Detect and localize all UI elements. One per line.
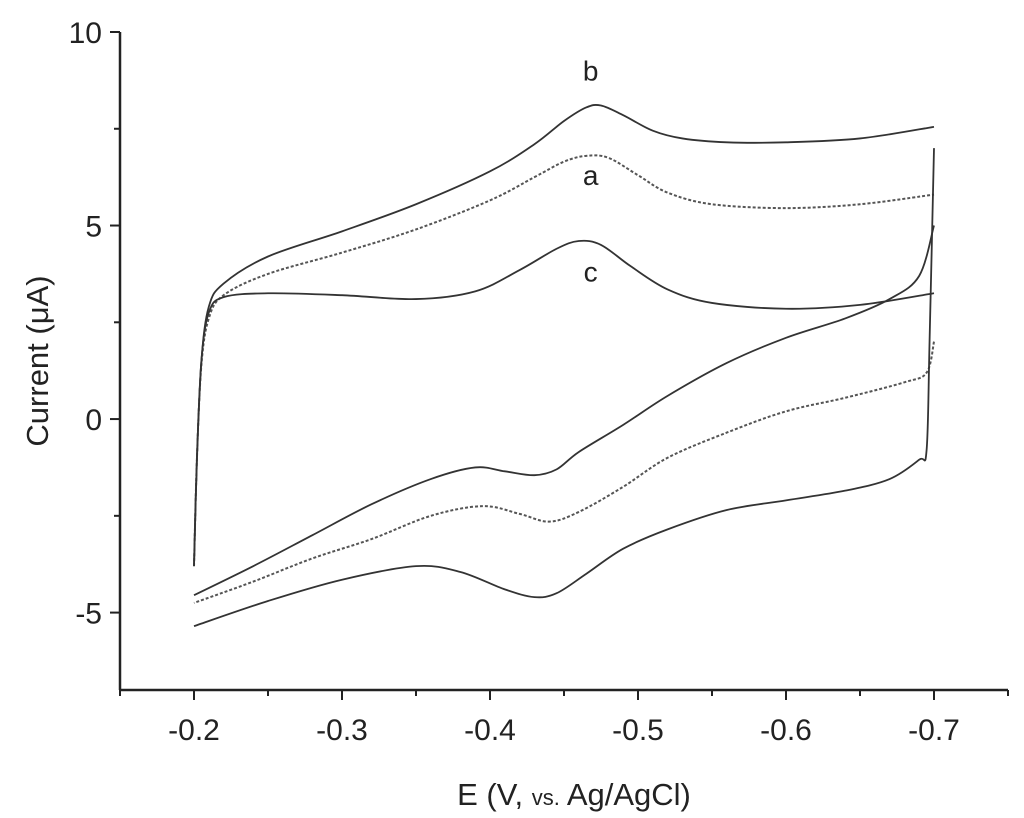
x-tick-label: -0.2	[168, 714, 220, 747]
x-axis-title-small: vs.	[532, 785, 560, 810]
x-axis-title-suffix: Ag/AgCl)	[567, 777, 691, 812]
curve-a-forward-scan	[193, 154, 935, 567]
y-tick-label: 10	[69, 17, 102, 50]
x-tick-label: -0.7	[908, 714, 960, 747]
x-axis-title-prefix: E (V,	[457, 777, 523, 812]
labels-layer: b a c	[583, 55, 599, 287]
curve-b-reverse-scan	[193, 225, 935, 596]
x-tick-label: -0.5	[612, 714, 664, 747]
y-axis-title: Current (μA)	[20, 275, 55, 446]
x-tick-label: -0.3	[316, 714, 368, 747]
x-tick-label: -0.6	[760, 714, 812, 747]
y-tick-label: 0	[85, 404, 102, 437]
y-tick-label: -5	[75, 598, 102, 631]
axes-layer: -0.2 -0.3 -0.4 -0.5 -0.6 -0.7 -5 0 5 10	[69, 17, 1009, 747]
curve-label-a: a	[583, 160, 599, 191]
curve-label-c: c	[584, 257, 598, 288]
y-tick-label: 5	[85, 211, 102, 244]
curve-c-forward-scan	[193, 239, 935, 567]
curve-c-reverse-scan	[193, 148, 935, 627]
curve-a-reverse-scan	[193, 341, 935, 604]
x-axis-title: E (V, vs. Ag/AgCl)	[457, 777, 691, 812]
x-tick-label: -0.4	[464, 714, 516, 747]
curve-b-forward-scan	[193, 104, 935, 567]
curve-label-b: b	[583, 55, 599, 86]
curves-layer	[193, 104, 935, 627]
